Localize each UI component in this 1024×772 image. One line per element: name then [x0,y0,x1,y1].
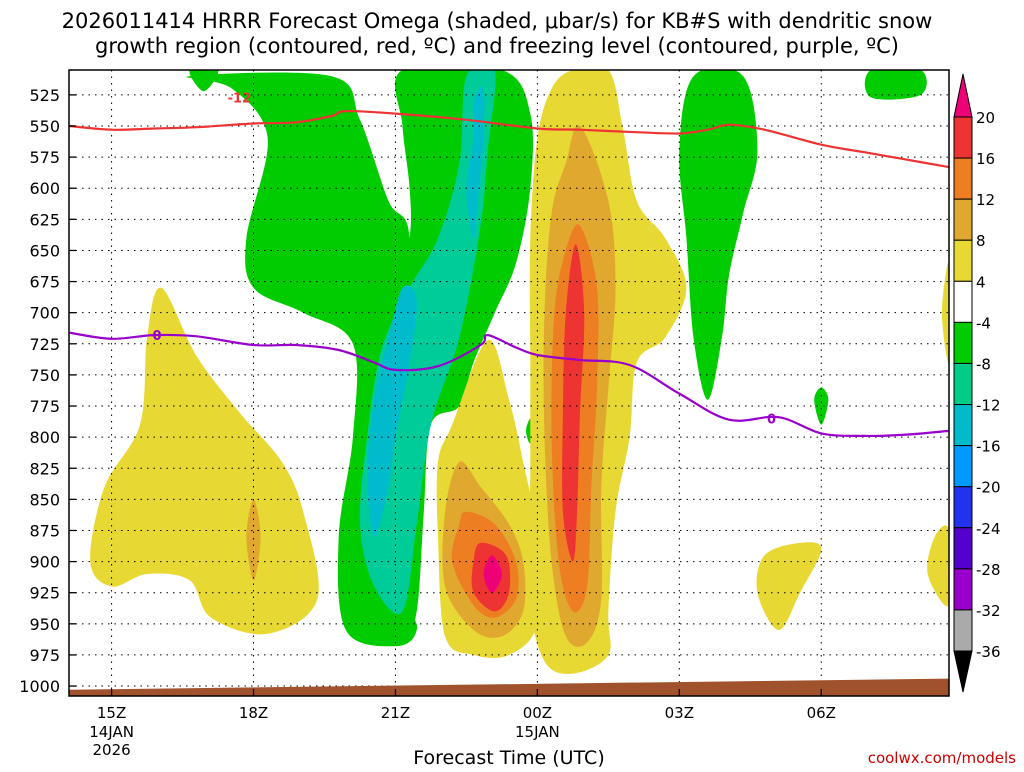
omega-region [814,387,829,425]
omega-region [246,499,261,581]
colorbar-bin [953,445,973,488]
omega-region [927,525,949,607]
omega-region [483,555,502,593]
colorbar-bin [953,280,973,323]
y-tick-label: 800 [29,428,60,447]
y-tick-label: 700 [29,304,60,323]
y-tick-label: 875 [29,521,60,540]
colorbar-tick-label: 20 [976,109,995,127]
colorbar-tick-label: -24 [976,520,1001,538]
omega-region [367,285,417,537]
dgz-contour-line [69,109,949,169]
y-tick-label: 725 [29,335,60,354]
y-tick-label: 950 [29,615,60,634]
omega-region [562,244,585,562]
omega-regions [90,70,949,674]
contour-lines [69,109,949,438]
colorbar-tick-label: -4 [976,314,991,332]
omega-region [189,70,219,92]
y-tick-label: 975 [29,646,60,665]
colorbar-bin [953,404,973,447]
y-tick-label: 600 [29,179,60,198]
x-tick-date: 14JAN [89,723,134,741]
colorbar-bottom-arrow [953,650,973,693]
omega-region [679,70,758,400]
y-tick-label: 675 [29,273,60,292]
omega-region [941,261,949,364]
x-tick-label: 18Z [239,704,268,722]
colorbar-bin [953,568,973,611]
colorbar-bin [953,527,973,570]
y-axis: 525 550 575 600 625 650 675 700 725 750 775 800 825 8… [19,86,76,696]
freezing-level-line [69,331,949,438]
y-tick-label: 650 [29,241,60,260]
colorbar-tick-label: -16 [976,438,1001,456]
y-tick-label: 550 [29,117,60,136]
colorbar-bin [953,157,973,200]
colorbar-tick-label: -36 [976,643,1001,661]
omega-region [387,70,534,639]
x-tick-label: 15Z [97,704,126,722]
colorbar-bin [953,486,973,529]
colorbar-bin [953,198,973,241]
y-tick-label: 625 [29,210,60,229]
chart-title-line2: growth region (contoured, red, ºC) and f… [95,34,899,58]
x-axis-label: Forecast Time (UTC) [413,747,604,768]
omega-region [466,86,485,239]
colorbar-bin [953,321,973,364]
colorbar-tick-label: 12 [976,191,995,209]
credit-text: coolwx.com/models [868,749,1016,767]
y-tick-label: 1000 [19,677,60,696]
omega-region [359,70,496,614]
colorbar-top-arrow [953,73,973,118]
y-tick-label: 850 [29,490,60,509]
omega-region [756,542,822,630]
omega-region [186,72,418,647]
colorbar-bin [953,116,973,159]
plot-frame [68,69,950,697]
y-tick-label: 775 [29,397,60,416]
grid [69,70,949,696]
colorbar-tick-label: 8 [976,232,986,250]
y-tick-label: 750 [29,366,60,385]
x-tick-label: 00Z [523,704,552,722]
y-tick-label: 925 [29,584,60,603]
chart-title-line1: 2026011414 HRRR Forecast Omega (shaded, … [62,9,933,33]
colorbar-bin [953,609,973,652]
x-tick-date: 15JAN [515,723,560,741]
contour-labels: -12 0 0 [152,91,776,427]
colorbar-tick-label: -32 [976,602,1001,620]
colorbar-bin [953,362,973,406]
y-tick-label: 575 [29,148,60,167]
colorbar-tick-label: 4 [976,273,986,291]
y-tick-label: 900 [29,553,60,572]
dgz-label: -12 [228,91,252,106]
colorbar-tick-label: 16 [976,150,995,168]
colorbar-bin [953,239,973,282]
x-tick-label: 03Z [665,704,694,722]
x-tick-label: 06Z [807,704,836,722]
freezing-level-label: 0 [767,412,776,427]
colorbar-tick-label: -12 [976,397,1001,415]
colorbar-tick-label: -20 [976,479,1001,497]
x-tick-label: 21Z [381,704,410,722]
omega-region [90,287,319,635]
colorbar-tick-label: -28 [976,561,1001,579]
terrain-fill [69,678,949,696]
colorbar: 20 16 12 8 4 -4 -8 -12 -16 -20 -24 -28 -32 -36 [953,73,1001,693]
omega-region [864,70,927,100]
freezing-level-label: 0 [152,329,161,344]
y-tick-label: 525 [29,86,60,105]
colorbar-tick-label: -8 [976,355,991,373]
x-tick-year: 2026 [92,741,130,759]
y-tick-label: 825 [29,459,60,478]
